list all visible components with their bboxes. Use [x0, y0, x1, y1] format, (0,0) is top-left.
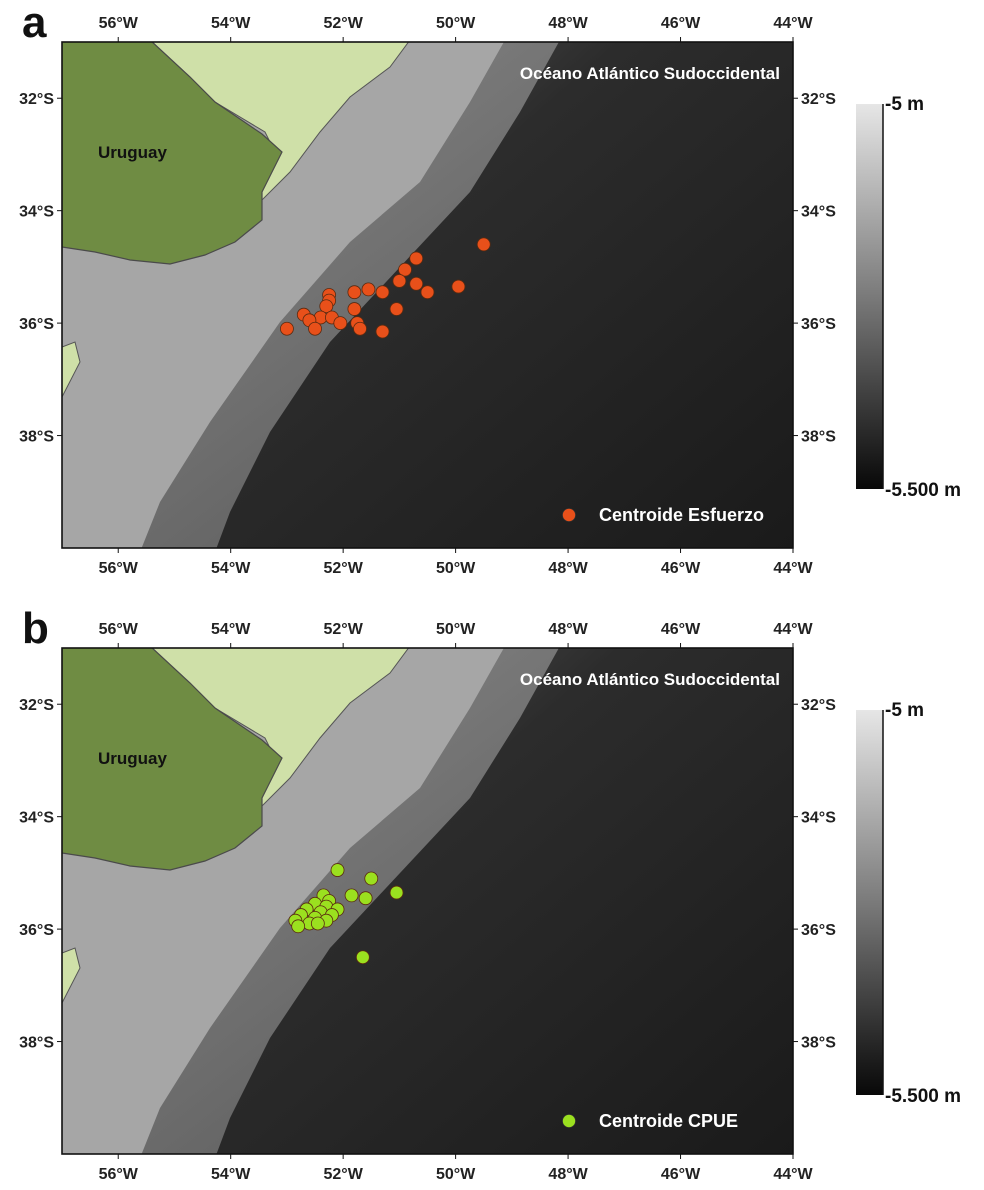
x-tick-label-top: 56°W: [99, 621, 139, 638]
depth-colorbar: [856, 710, 883, 1095]
legend-marker: [562, 508, 576, 522]
argentina-coast: [62, 341, 81, 398]
abyssal-plain: [216, 648, 793, 1154]
x-tick-label-top: 50°W: [436, 15, 476, 32]
y-tick-label-right: 36°S: [801, 922, 836, 939]
legend-label: Centroide CPUE: [599, 1111, 738, 1131]
panel-label: b: [22, 604, 49, 653]
data-point: [347, 285, 362, 300]
x-tick-label-bottom: 46°W: [661, 1166, 701, 1183]
y-tick-label-left: 36°S: [19, 316, 54, 333]
data-point: [409, 251, 424, 266]
panel-label: a: [22, 0, 47, 47]
abyssal-plain: [216, 42, 793, 548]
map-area: [62, 42, 793, 548]
y-tick-label-left: 38°S: [19, 429, 54, 446]
data-point: [347, 302, 362, 316]
x-tick-label-top: 54°W: [211, 15, 251, 32]
y-tick-label-right: 32°S: [801, 697, 836, 714]
data-point: [330, 863, 345, 877]
country-label: Uruguay: [98, 143, 168, 162]
x-tick-label-top: 52°W: [324, 621, 364, 638]
country-label: Uruguay: [98, 749, 168, 768]
data-point: [333, 316, 348, 331]
data-point: [308, 321, 322, 336]
y-tick-label-right: 38°S: [801, 429, 836, 446]
x-tick-label-bottom: 50°W: [436, 1166, 476, 1183]
x-tick-label-top: 48°W: [548, 621, 588, 638]
data-point: [358, 891, 373, 906]
map-panel-b: Centroide CPUE Océano Atlántico Sudoccide…: [19, 604, 961, 1183]
y-tick-label-left: 34°S: [19, 204, 54, 221]
y-tick-label-right: 32°S: [801, 91, 836, 108]
x-tick-label-top: 52°W: [324, 15, 364, 32]
y-tick-label-left: 36°S: [19, 922, 54, 939]
x-tick-label-top: 44°W: [773, 15, 813, 32]
data-point: [280, 321, 294, 336]
x-tick-label-top: 44°W: [773, 621, 813, 638]
data-point: [451, 279, 466, 294]
x-tick-label-bottom: 56°W: [99, 1166, 139, 1183]
x-tick-label-bottom: 44°W: [773, 1166, 813, 1183]
map-area: [62, 648, 793, 1154]
data-point: [409, 276, 424, 291]
data-point: [398, 262, 412, 277]
data-point: [361, 282, 376, 297]
legend-marker: [562, 1114, 576, 1128]
x-tick-label-bottom: 52°W: [324, 560, 364, 577]
data-point: [375, 285, 390, 300]
y-tick-label-left: 32°S: [19, 91, 54, 108]
ocean-label: Océano Atlántico Sudoccidental: [520, 670, 780, 689]
colorbar-top-label: -5 m: [885, 94, 924, 115]
colorbar-top-label: -5 m: [885, 700, 924, 721]
data-point: [392, 274, 407, 288]
argentina-coast: [62, 947, 81, 1004]
depth-colorbar: [856, 104, 883, 489]
data-point: [319, 299, 334, 314]
y-tick-label-left: 34°S: [19, 810, 54, 827]
data-point: [353, 321, 367, 336]
y-tick-label-left: 38°S: [19, 1035, 54, 1052]
map-frame: [61, 647, 794, 1155]
x-tick-label-top: 54°W: [211, 621, 251, 638]
colorbar-bottom-label: -5.500 m: [885, 1086, 961, 1107]
data-point: [389, 302, 404, 316]
data-point: [476, 237, 491, 252]
x-tick-label-bottom: 50°W: [436, 560, 476, 577]
data-point: [364, 871, 379, 886]
map-panel-a: Centroide Esfuerzo Océano Atlántico Sudoc…: [19, 0, 961, 577]
x-tick-label-bottom: 52°W: [324, 1166, 364, 1183]
x-tick-label-top: 56°W: [99, 15, 139, 32]
x-tick-label-top: 46°W: [661, 621, 701, 638]
uruguay-land: [62, 42, 283, 265]
data-point: [291, 919, 306, 934]
x-tick-label-top: 50°W: [436, 621, 476, 638]
y-tick-label-right: 34°S: [801, 810, 836, 827]
x-tick-label-bottom: 48°W: [548, 560, 588, 577]
x-tick-label-bottom: 54°W: [211, 560, 251, 577]
y-tick-label-right: 34°S: [801, 204, 836, 221]
legend-label: Centroide Esfuerzo: [599, 505, 764, 525]
y-tick-label-left: 32°S: [19, 697, 54, 714]
x-tick-label-top: 48°W: [548, 15, 588, 32]
data-point: [420, 285, 435, 300]
y-tick-label-right: 38°S: [801, 1035, 836, 1052]
x-tick-label-bottom: 56°W: [99, 560, 139, 577]
data-point: [310, 916, 325, 931]
uruguay-land: [62, 648, 283, 871]
x-tick-label-bottom: 54°W: [211, 1166, 251, 1183]
data-point: [344, 888, 359, 903]
colorbar-bottom-label: -5.500 m: [885, 480, 961, 501]
data-point: [355, 950, 370, 965]
map-frame: [61, 41, 794, 549]
y-tick-label-right: 36°S: [801, 316, 836, 333]
x-tick-label-bottom: 48°W: [548, 1166, 588, 1183]
x-tick-label-bottom: 44°W: [773, 560, 813, 577]
ocean-label: Océano Atlántico Sudoccidental: [520, 64, 780, 83]
data-point: [375, 324, 390, 339]
x-tick-label-top: 46°W: [661, 15, 701, 32]
x-tick-label-bottom: 46°W: [661, 560, 701, 577]
data-point: [389, 885, 404, 900]
